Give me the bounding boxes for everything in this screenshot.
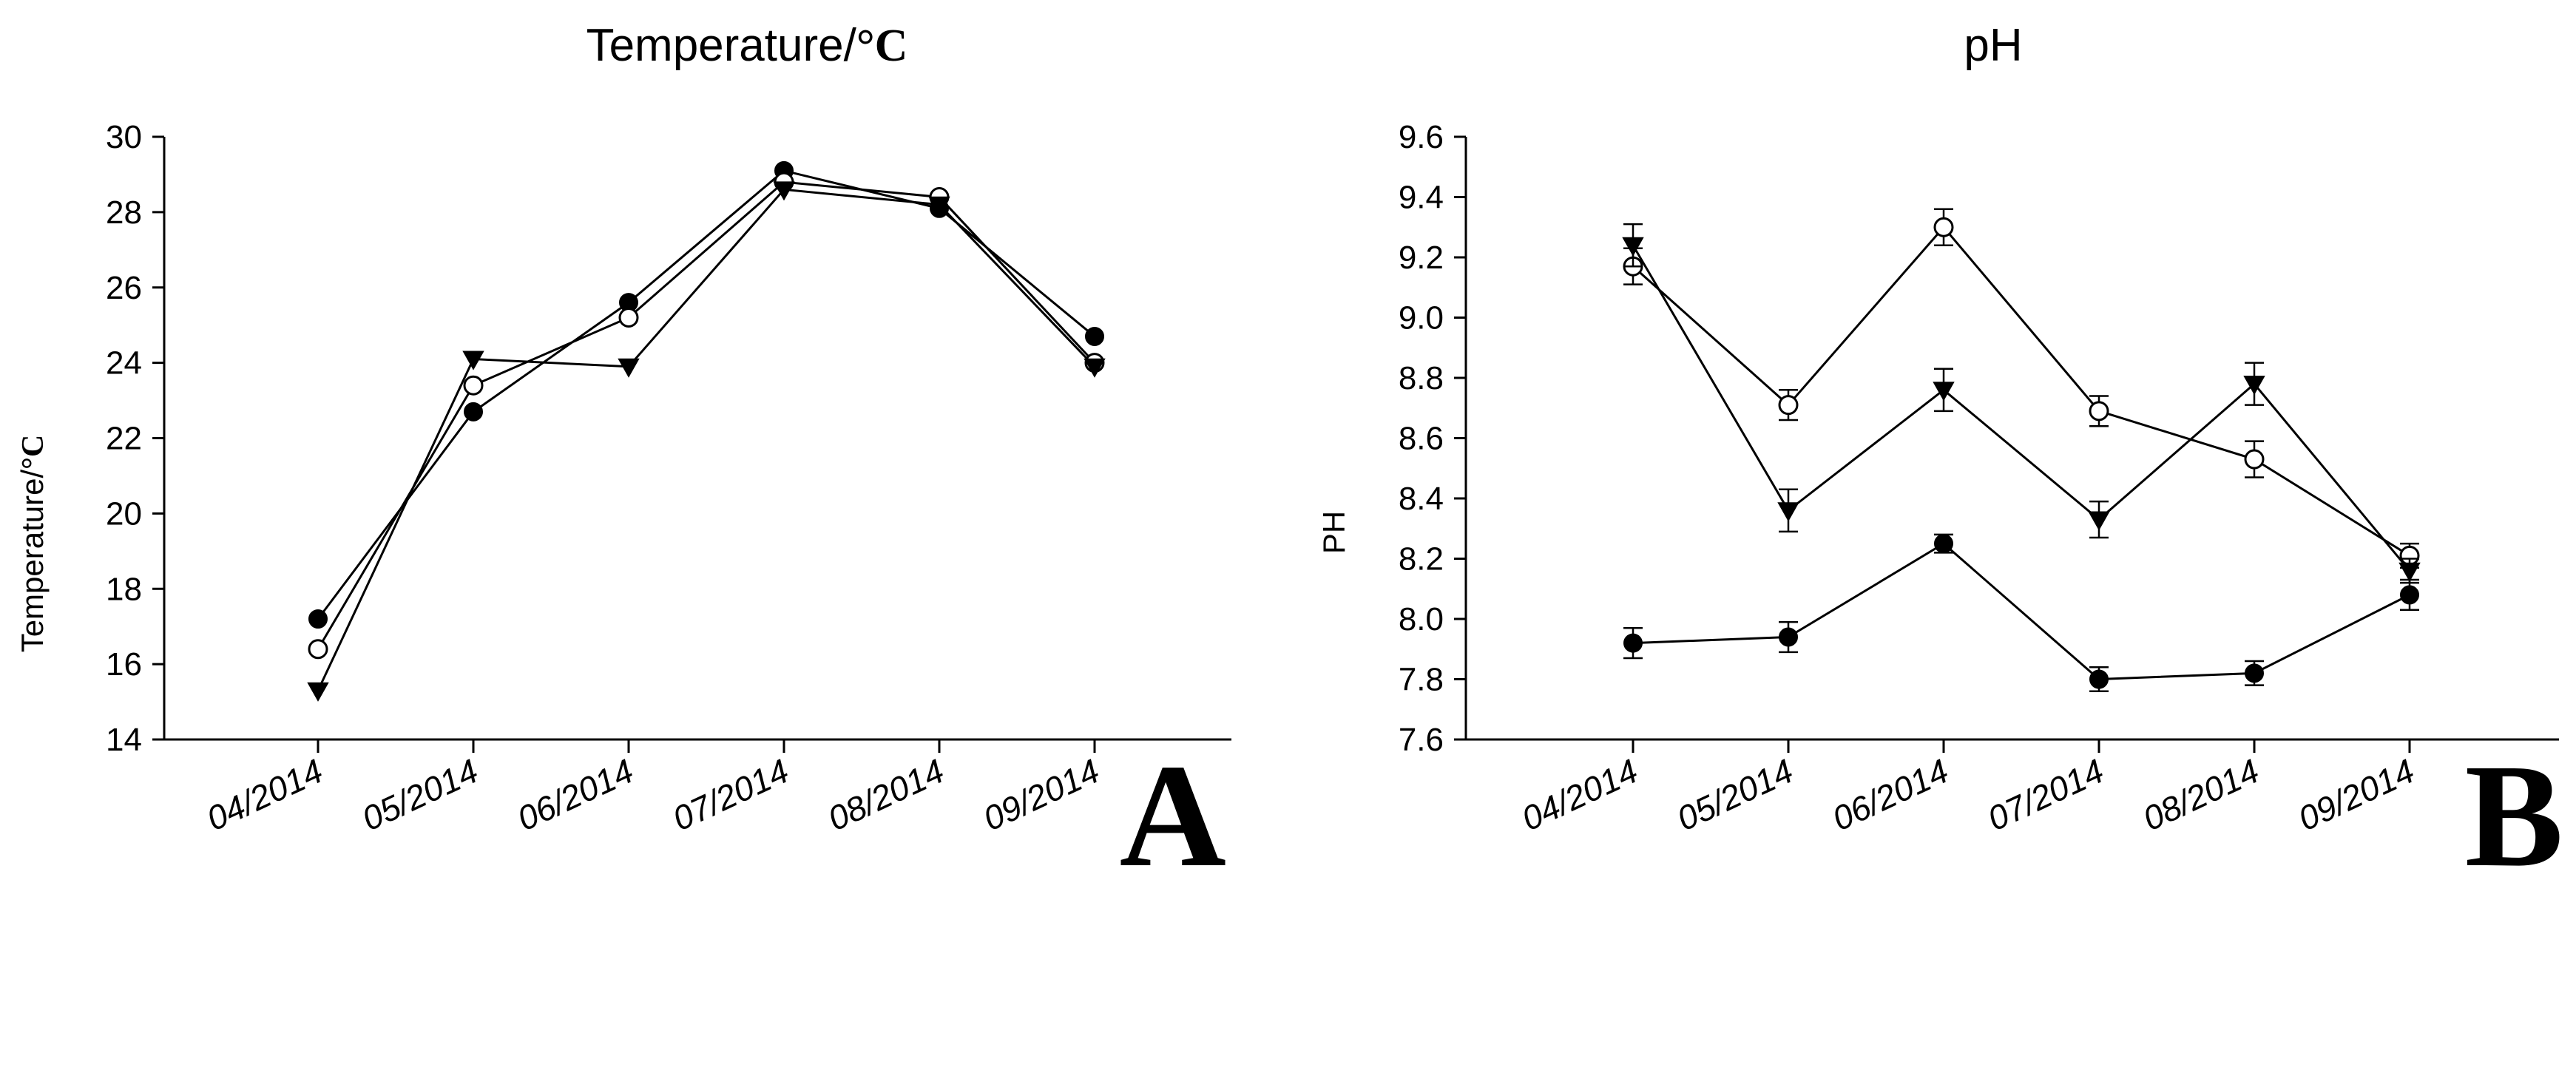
panel-b-series-circle-open-point	[1933, 217, 1954, 237]
panel-a-y-tick-label: 18	[106, 571, 142, 607]
panel-a-y-tick-label: 28	[106, 194, 142, 231]
panel-b-series-triangle-down-point	[1777, 502, 1799, 522]
panel-a-series-triangle-down-point	[773, 181, 795, 201]
panel-b-series-triangle-down-point	[2243, 376, 2265, 396]
panel-b-series-triangle-down-point	[1933, 382, 1955, 402]
panel-b-x-tick-label: 05/2014	[1671, 751, 1799, 838]
panel-b-series-circle-open-point	[2244, 449, 2265, 470]
panel-b-y-tick-label: 8.8	[1399, 360, 1444, 396]
panel-b-y-tick-label: 9.0	[1399, 300, 1444, 336]
panel-b-series-triangle-down-point	[1622, 237, 1644, 257]
panel-a-y-tick-label: 16	[106, 646, 142, 683]
panel-b-series-circle-filled-point	[1779, 627, 1798, 647]
panel-b-y-axis-label: PH	[1316, 511, 1351, 554]
panel-a-series-circle-filled-point	[464, 402, 483, 422]
panel-a-y-tick-label: 22	[106, 421, 142, 457]
panel-a-series-circle-filled-point	[1085, 326, 1104, 346]
panel-a-series-triangle-down-point	[928, 196, 950, 216]
panel-b-series-circle-filled-point	[1623, 633, 1643, 653]
panel-a-series-circle-open-point	[463, 375, 484, 396]
panel-b-y-tick-label: 7.8	[1399, 662, 1444, 698]
panel-a-series-triangle-down-point	[462, 351, 484, 370]
panel-b-series-circle-filled-point	[1934, 534, 1953, 554]
panel-b-y-tick-label: 9.6	[1399, 119, 1444, 155]
panel-a-x-tick-label: 08/2014	[822, 751, 950, 838]
panel-b-series-circle-open-point	[2089, 401, 2109, 422]
panel-b-x-tick-label: 04/2014	[1516, 751, 1644, 838]
panel-a-title: Temperature/°C	[586, 20, 908, 71]
panel-a-y-tick-label: 24	[106, 345, 142, 382]
panel-b-y-tick-label: 9.4	[1399, 180, 1444, 216]
panel-b-y-tick-label: 8.4	[1399, 481, 1444, 517]
panel-b-series-circle-filled-point	[2089, 669, 2109, 689]
panel-a-y-tick-label: 14	[106, 722, 142, 758]
panel-b-y-tick-label: 8.6	[1399, 421, 1444, 457]
panel-b-x-tick-label: 06/2014	[1827, 751, 1955, 838]
panel-a-series-triangle-down-point	[618, 358, 640, 378]
panel-b-series-circle-filled-point	[2400, 585, 2419, 605]
panel-a-y-tick-label: 20	[106, 495, 142, 532]
panel-a-y-tick-label: 30	[106, 119, 142, 155]
panel-b-series-circle-filled-line	[1632, 542, 2410, 681]
panel-b-series-circle-open-point	[1778, 395, 1799, 416]
panel-a-x-tick-label: 09/2014	[978, 751, 1106, 838]
panel-b-x-tick-label: 08/2014	[2137, 751, 2265, 838]
panel-b-title: pH	[1964, 20, 2022, 71]
panel-b-series-triangle-down-point	[2088, 511, 2110, 531]
panel-a-series-triangle-down-point	[307, 682, 329, 702]
panel-b-y-tick-label: 8.2	[1399, 541, 1444, 578]
panel-b-y-tick-label: 7.6	[1399, 722, 1444, 758]
panel-a-series-circle-open-point	[618, 308, 639, 328]
panel-a-temperature-chart: Temperature/°C Temperature/°C A 14 16 18 20…	[15, 20, 1231, 898]
panel-a-series-circle-filled-point	[308, 609, 328, 629]
panel-b-series-triangle-down-point	[2398, 562, 2421, 582]
panel-a-letter: A	[1120, 734, 1226, 898]
panel-a-x-tick-label: 06/2014	[512, 751, 640, 838]
panel-b-y-tick-label: 8.0	[1399, 601, 1444, 637]
panel-a-x-tick-label: 05/2014	[356, 751, 484, 838]
panel-a-y-tick-label: 26	[106, 270, 142, 306]
panel-b-series-circle-filled-point	[2245, 663, 2264, 683]
panel-a-series-circle-open-point	[308, 639, 328, 660]
panel-a-series-triangle-down-line	[317, 188, 1096, 691]
panel-a-x-tick-label: 07/2014	[667, 751, 795, 838]
panel-a-series-triangle-down-point	[1084, 358, 1106, 378]
panel-b-x-tick-label: 07/2014	[1982, 751, 2110, 838]
panel-a-series-circle-filled-line	[317, 169, 1095, 620]
panel-a-series-circle-open-line	[317, 180, 1096, 650]
panel-b-x-tick-label: 09/2014	[2293, 751, 2421, 838]
panel-b-y-tick-label: 9.2	[1399, 240, 1444, 276]
panel-b-series-circle-open-line	[1632, 225, 2410, 557]
panel-b-ph-chart: pH PH B 7.6 7.8 8.0 8.2 8.4 8.6 8.8 9.0 9.2 9.4 9.…	[1316, 20, 2563, 898]
panel-a-x-tick-label: 04/2014	[201, 751, 329, 838]
panel-a-y-axis-label: Temperature/°C	[15, 435, 50, 653]
panel-b-letter: B	[2465, 734, 2563, 898]
panel-b-series-triangle-down-line	[1632, 244, 2411, 572]
